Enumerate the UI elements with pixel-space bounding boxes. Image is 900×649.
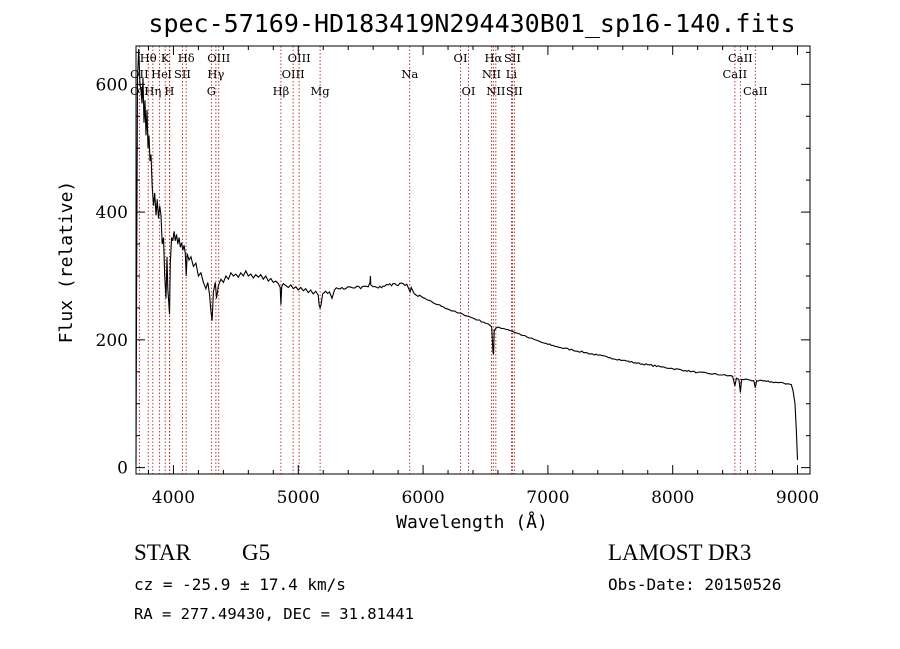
spectral-line-label: CaII [743, 84, 768, 98]
x-tick-label: 7000 [526, 488, 569, 508]
spectral-line-label: H [164, 84, 174, 98]
spectral-line-label: Hβ [273, 84, 290, 98]
spectral-line-label: K [161, 51, 170, 65]
spectral-line-label: He [151, 67, 168, 81]
spectral-line-label: I [167, 67, 172, 81]
y-axis: 0 200 400 600 [96, 51, 810, 479]
survey-name: LAMOST DR3 [608, 540, 751, 565]
x-tick-label: 5000 [277, 488, 320, 508]
plot-frame [135, 45, 811, 475]
spectral-line-label: Na [401, 67, 418, 81]
spectral-line-label: OII [130, 84, 149, 98]
x-tick-label: 8000 [651, 488, 694, 508]
spectral-line-markers [138, 46, 756, 474]
spectral-line-label: Hδ [178, 51, 195, 65]
spectral-line-label: OI [462, 84, 476, 98]
spectral-line-label: Hγ [207, 67, 224, 81]
spectral-line-label: Hα [484, 51, 502, 65]
flux-series-line [135, 49, 799, 465]
y-tick-label: 0 [117, 459, 128, 479]
spectral-subclass: G5 [242, 540, 270, 565]
chart-title: spec-57169-HD183419N294430B01_sp16-140.f… [148, 9, 795, 38]
redshift-readout: cz = -25.9 ± 17.4 km/s [134, 575, 346, 594]
spectral-line-label: Hθ [140, 51, 157, 65]
x-axis: 4000 5000 6000 7000 8000 9000 [147, 46, 819, 508]
y-tick-label: 400 [96, 203, 128, 223]
spectral-line-label: G [207, 84, 216, 98]
x-tick-label: 9000 [776, 488, 819, 508]
y-tick-label: 200 [96, 331, 128, 351]
obs-date: Obs-Date: 20150526 [608, 575, 781, 594]
spectral-line-label: OIII [288, 51, 311, 65]
object-class: STAR [134, 540, 192, 565]
spectral-line-label: NII [486, 84, 505, 98]
x-tick-label: 4000 [152, 488, 195, 508]
spectral-line-label: Hη [144, 84, 161, 98]
spectral-line-label: CaII [728, 51, 753, 65]
y-axis-label: Flux (relative) [56, 181, 77, 344]
spectral-line-label: OIII [282, 67, 305, 81]
spectral-line-label: SII [504, 51, 521, 65]
spectral-line-label: SII [506, 84, 523, 98]
spectral-line-label: Mg [311, 84, 331, 98]
spectral-line-label: SII [174, 67, 191, 81]
x-tick-label: 6000 [401, 488, 444, 508]
spectral-line-label: OI [454, 51, 468, 65]
spectral-line-label: Li [506, 67, 518, 81]
x-axis-label: Wavelength (Å) [396, 511, 548, 533]
y-tick-label: 600 [96, 75, 128, 95]
spectral-line-label: CaII [722, 67, 747, 81]
coordinates: RA = 277.49430, DEC = 31.81441 [134, 605, 414, 623]
spectral-line-label: OIII [207, 51, 230, 65]
spectral-line-label: NII [482, 67, 501, 81]
